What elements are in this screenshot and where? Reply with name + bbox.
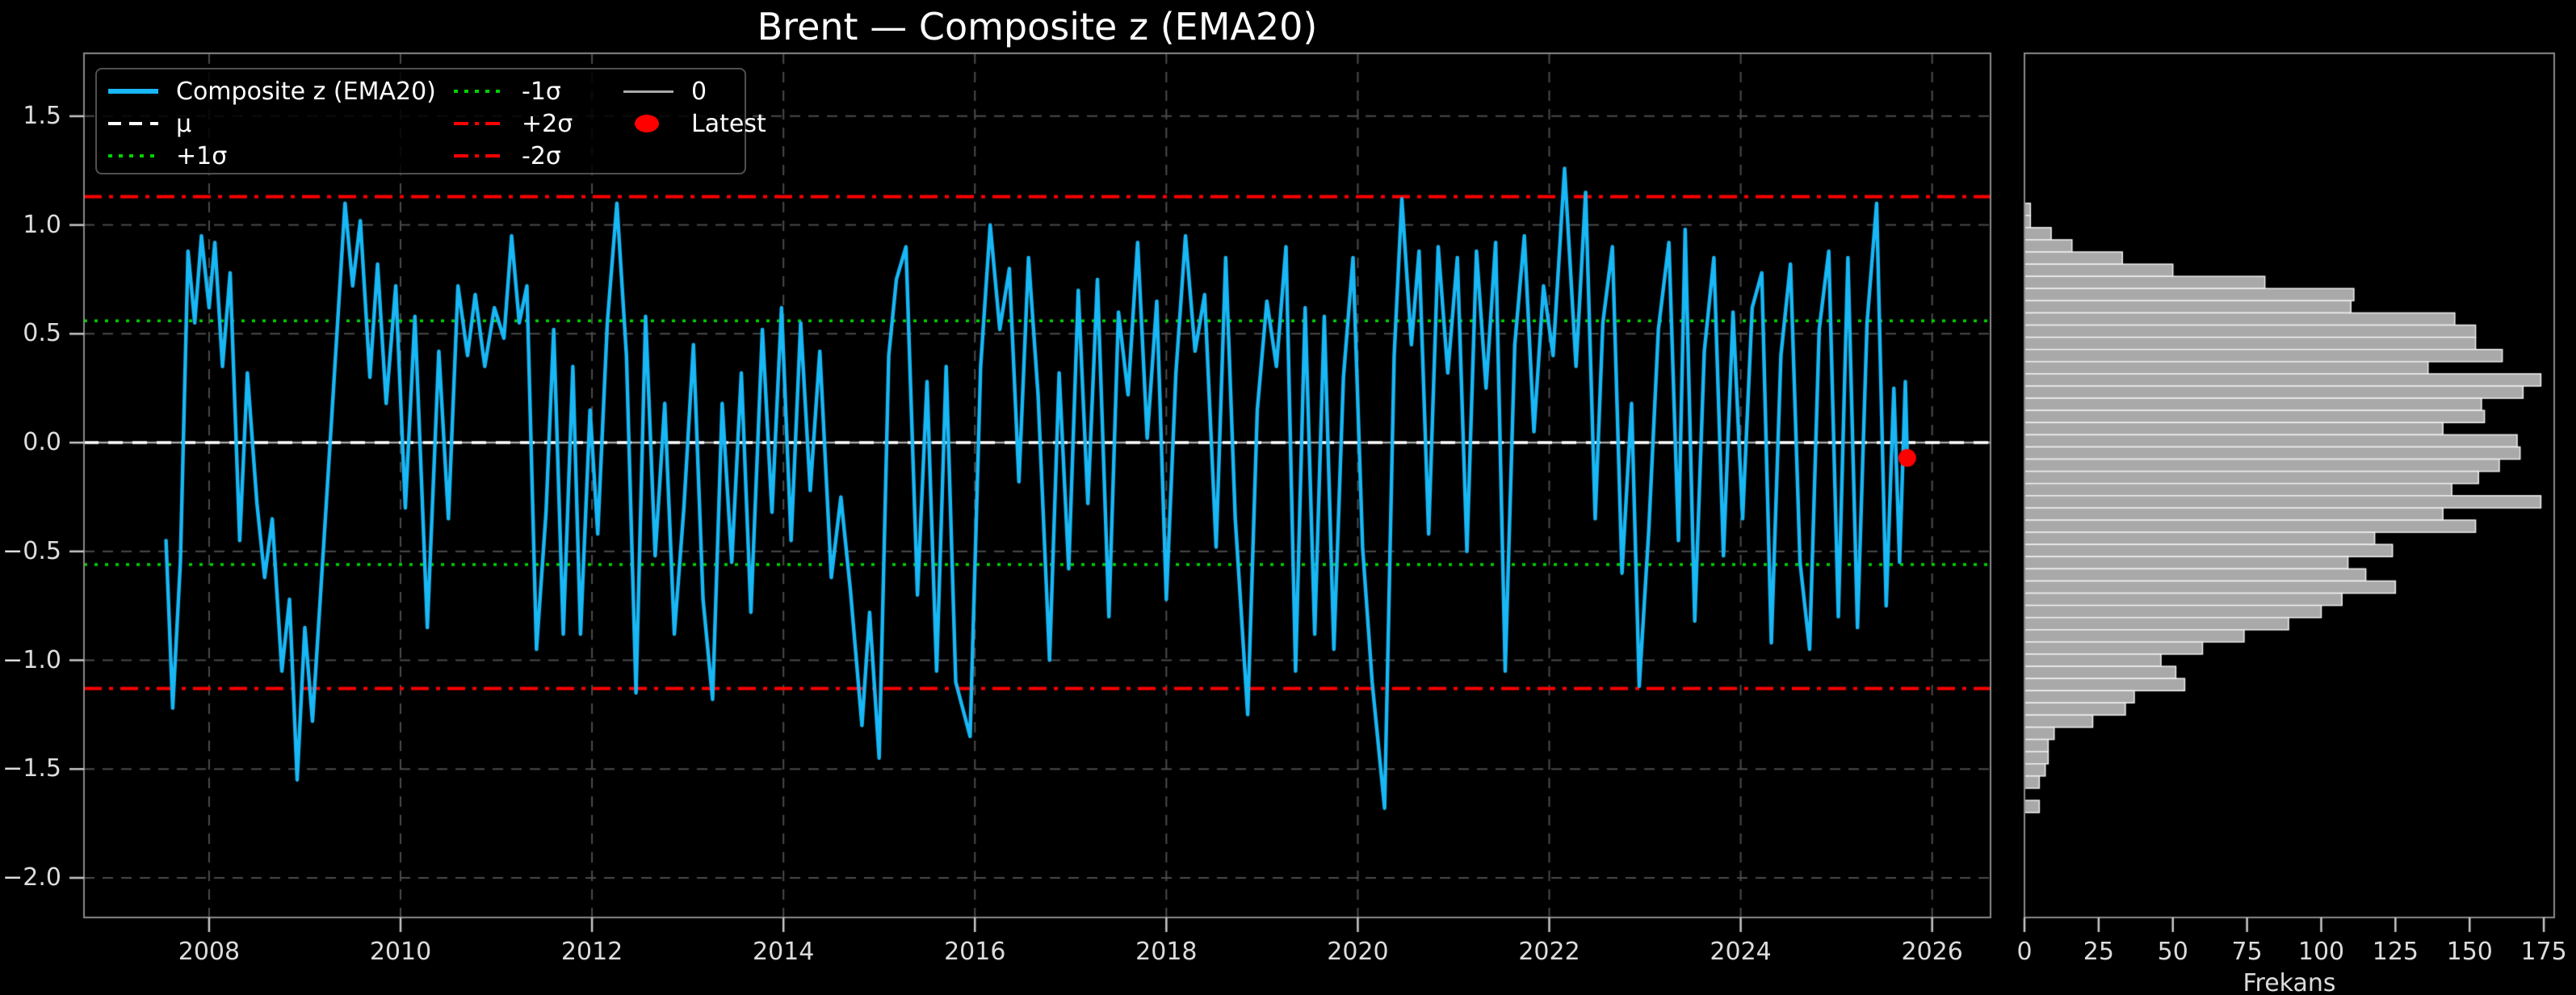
x-tick-label: 2024 xyxy=(1710,938,1772,966)
legend: Composite z (EMA20) μ +1σ -1σ +2σ -2σ 0 Latest xyxy=(95,68,766,174)
legend-swatch-solid-icon xyxy=(108,78,158,105)
x-tick-label: 2020 xyxy=(1327,938,1389,966)
legend-swatch-dotted-icon xyxy=(108,142,158,170)
legend-label: 0 xyxy=(691,77,707,106)
hist-x-tick-label: 25 xyxy=(2083,938,2114,966)
hist-x-tick-label: 125 xyxy=(2372,938,2419,966)
legend-label: Latest xyxy=(691,109,766,138)
x-tick-label: 2026 xyxy=(1901,938,1963,966)
legend-item: μ xyxy=(108,109,192,138)
hist-x-tick-label: 175 xyxy=(2520,938,2567,966)
x-tick-label: 2016 xyxy=(944,938,1006,966)
legend-item: Composite z (EMA20) xyxy=(108,77,436,106)
hist-x-tick-label: 0 xyxy=(2016,938,2033,966)
page-title: Brent — Composite z (EMA20) xyxy=(757,5,1318,48)
legend-swatch-dashed-icon xyxy=(108,110,158,137)
legend-item: -1σ xyxy=(454,77,561,106)
legend-item: +2σ xyxy=(454,109,573,138)
y-tick-label: −0.5 xyxy=(2,536,61,565)
y-tick-label: −1.0 xyxy=(2,645,61,674)
x-tick-label: 2012 xyxy=(560,938,623,966)
legend-label: Composite z (EMA20) xyxy=(176,77,436,106)
y-tick-label: −1.5 xyxy=(2,754,61,783)
legend-label: μ xyxy=(176,109,192,138)
y-tick-label: 1.0 xyxy=(23,210,61,239)
legend-swatch-dashdot-icon xyxy=(454,142,504,170)
x-tick-label: 2014 xyxy=(752,938,815,966)
legend-label: +1σ xyxy=(176,141,228,170)
legend-swatch-marker-icon xyxy=(623,110,673,137)
y-tick-label: 1.5 xyxy=(23,101,61,130)
y-tick-label: 0.0 xyxy=(23,428,61,457)
x-tick-label: 2022 xyxy=(1518,938,1580,966)
hist-x-tick-label: 150 xyxy=(2446,938,2493,966)
x-tick-label: 2018 xyxy=(1135,938,1198,966)
x-tick-label: 2010 xyxy=(369,938,432,966)
legend-item: +1σ xyxy=(108,142,227,170)
y-tick-label: −2.0 xyxy=(2,863,61,892)
legend-label: +2σ xyxy=(522,109,573,138)
hist-xaxis-label: Frekans xyxy=(2242,969,2336,995)
legend-swatch-solid-icon xyxy=(623,78,673,105)
legend-label: -1σ xyxy=(522,77,561,106)
legend-item: -2σ xyxy=(454,142,561,170)
hist-x-tick-label: 75 xyxy=(2231,938,2263,966)
legend-swatch-dotted-icon xyxy=(454,78,504,105)
latest-dot-icon xyxy=(635,115,659,132)
legend-item: Latest xyxy=(623,109,766,138)
legend-swatch-dashdot-icon xyxy=(454,110,504,137)
hist-x-tick-label: 100 xyxy=(2297,938,2345,966)
legend-item: 0 xyxy=(623,77,707,106)
legend-label: -2σ xyxy=(522,141,561,170)
hist-x-tick-label: 50 xyxy=(2157,938,2188,966)
y-tick-label: 0.5 xyxy=(23,319,61,348)
x-tick-label: 2008 xyxy=(178,938,241,966)
